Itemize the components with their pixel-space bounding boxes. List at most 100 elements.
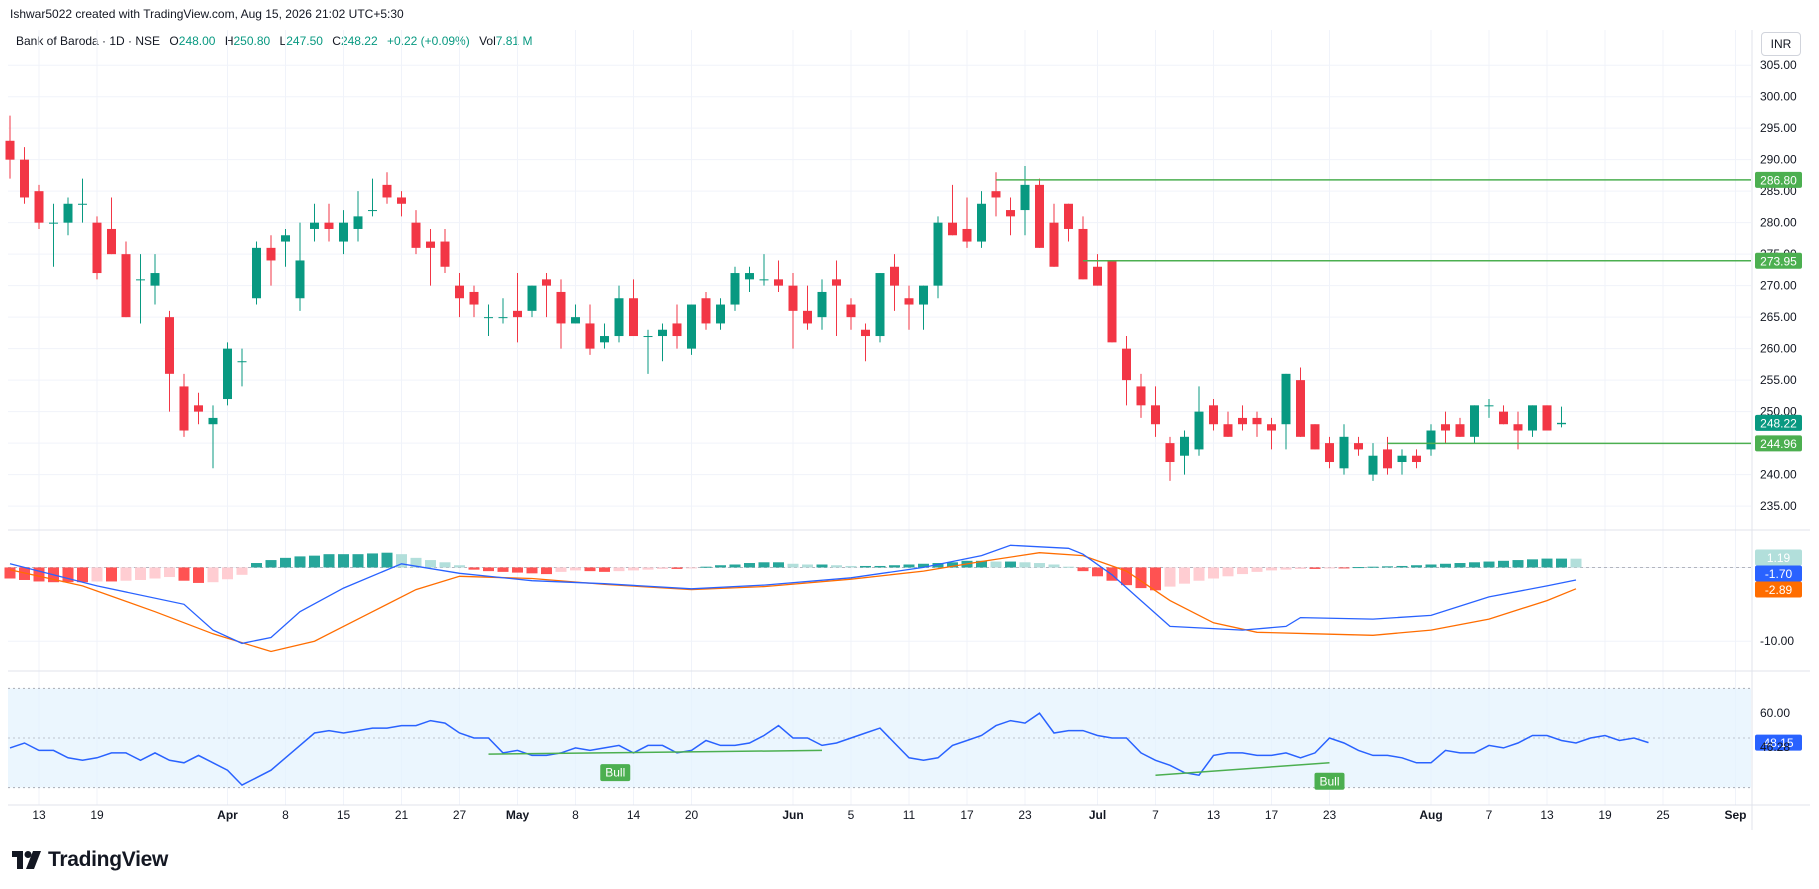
time-tick-label: 13	[1207, 808, 1221, 822]
macd-histogram-bar	[439, 562, 451, 568]
last-price-tag-label: 248.22	[1760, 416, 1797, 430]
candle-body	[5, 140, 15, 160]
level-price-tag-bg	[1755, 252, 1802, 269]
macd-histogram-bar	[787, 563, 799, 568]
macd-histogram-bar	[1367, 566, 1379, 568]
time-tick-label: 17	[960, 808, 974, 822]
candle-body	[716, 304, 725, 324]
macd-histogram-bar	[932, 563, 944, 568]
macd-histogram-bar	[642, 567, 654, 570]
macd-histogram-bar	[33, 567, 45, 582]
candle-body	[730, 273, 740, 305]
candle-body	[962, 228, 972, 242]
macd-histogram-bar	[1266, 567, 1277, 571]
candle-body	[368, 210, 377, 212]
legend-high-label: H	[224, 34, 234, 48]
macd-value-tag-label: -1.70	[1765, 567, 1793, 581]
candle-body	[1180, 436, 1189, 456]
currency-button[interactable]: INR	[1761, 32, 1801, 56]
candle-body	[1151, 405, 1160, 425]
candle-body	[1354, 443, 1363, 450]
macd-histogram-bar	[584, 567, 596, 572]
macd-histogram-bar	[1570, 558, 1582, 568]
candle-body	[469, 291, 479, 305]
macd-histogram-bar	[294, 556, 306, 568]
candle-body	[455, 285, 464, 299]
price-tick-label: 305.00	[1760, 58, 1797, 72]
candle-body	[861, 329, 870, 337]
candle-body	[759, 279, 769, 281]
time-tick-label: 8	[282, 808, 289, 822]
candle-body	[281, 235, 290, 242]
time-axis[interactable]: 13 19 Apr 8 15 21 27 May 8 14 20 Jun 5 11 17 23 Jul 7 13 17…	[32, 808, 1746, 822]
macd-value-tag-label: 1.19	[1767, 551, 1791, 565]
candle-body	[1325, 443, 1334, 463]
macd-histogram-bar	[483, 567, 494, 572]
price-axis[interactable]: 305.00300.00295.00290.00285.00280.00275.…	[1760, 58, 1797, 720]
rsi-band-fill	[8, 688, 1751, 788]
macd-histogram-bar	[1324, 567, 1335, 569]
candle-body	[1383, 449, 1392, 469]
candle-body	[846, 304, 856, 318]
candle-body	[484, 317, 493, 319]
rsi-value-tag-bg	[1755, 734, 1802, 751]
macd-histogram-bar	[1164, 567, 1176, 587]
macd-histogram-bar	[1251, 567, 1263, 572]
macd-histogram-bar	[309, 555, 320, 568]
macd-histogram-bar	[1150, 567, 1161, 591]
candle-body	[150, 273, 160, 286]
symbol-legend: Bank of Baroda · 1D · NSE O248.00 H250.8…	[16, 34, 538, 48]
candle-body	[1339, 436, 1349, 469]
macd-histogram-bar	[338, 554, 349, 568]
tradingview-logo[interactable]: TradingView	[12, 848, 168, 872]
macd-histogram-bar	[425, 560, 436, 568]
candle-body	[1267, 424, 1276, 431]
candle-body	[324, 222, 334, 229]
macd-histogram-bar	[454, 565, 465, 568]
candle-body	[411, 222, 421, 248]
candle-body	[165, 317, 174, 374]
macd-histogram-bar	[164, 567, 175, 578]
value-tags: 286.80 273.95 244.96 248.22 1.19 -1.70 -2.89 48…	[1755, 171, 1802, 754]
macd-histogram-bar	[918, 563, 929, 568]
macd-histogram-bar	[657, 567, 668, 569]
candle-body	[1397, 455, 1407, 463]
time-tick-label: 17	[1265, 808, 1279, 822]
legend-open-label: O	[169, 34, 179, 48]
pane-dividers[interactable]	[8, 30, 1810, 830]
rsi-tick-label: 60.00	[1760, 706, 1790, 720]
rsi-value-tag-label: 48.15	[1763, 736, 1793, 750]
level-price-tag-label: 244.96	[1760, 437, 1797, 451]
bull-divergence-badge	[1314, 772, 1345, 790]
candle-body	[933, 222, 943, 286]
legend-symbol[interactable]: Bank of Baroda · 1D · NSE	[16, 34, 161, 48]
bull-divergence-label: Bull	[1319, 774, 1339, 788]
horizontal-levels[interactable]	[996, 179, 1751, 445]
candle-body	[1441, 424, 1450, 431]
macd-histogram-bar	[323, 554, 335, 568]
macd-histogram-bar	[367, 553, 378, 568]
macd-histogram-bar	[628, 567, 639, 571]
candle-body	[788, 285, 798, 311]
macd-histogram-bar	[874, 565, 886, 568]
legend-low-value: 247.50	[286, 34, 323, 48]
macd-histogram-bar	[1498, 560, 1509, 568]
macd-histogram-bar	[831, 565, 842, 568]
macd-histogram-bar	[1338, 567, 1350, 569]
price-tick-label: 235.00	[1760, 499, 1797, 513]
macd-histogram-bar	[1309, 567, 1321, 569]
macd-histogram-bar	[1222, 567, 1234, 577]
candle-body	[1093, 266, 1102, 286]
candle-body	[745, 273, 754, 280]
candle-body	[803, 310, 812, 324]
candle-body	[948, 222, 957, 236]
macd-histogram-bar	[468, 567, 480, 570]
time-tick-label: May	[506, 808, 530, 822]
candle-body	[426, 241, 435, 248]
price-tick-label: 255.00	[1760, 373, 1797, 387]
candle-body	[194, 405, 203, 412]
candle-body	[1513, 424, 1523, 431]
candle-body	[1252, 417, 1262, 425]
macd-histogram-bar	[671, 567, 683, 569]
